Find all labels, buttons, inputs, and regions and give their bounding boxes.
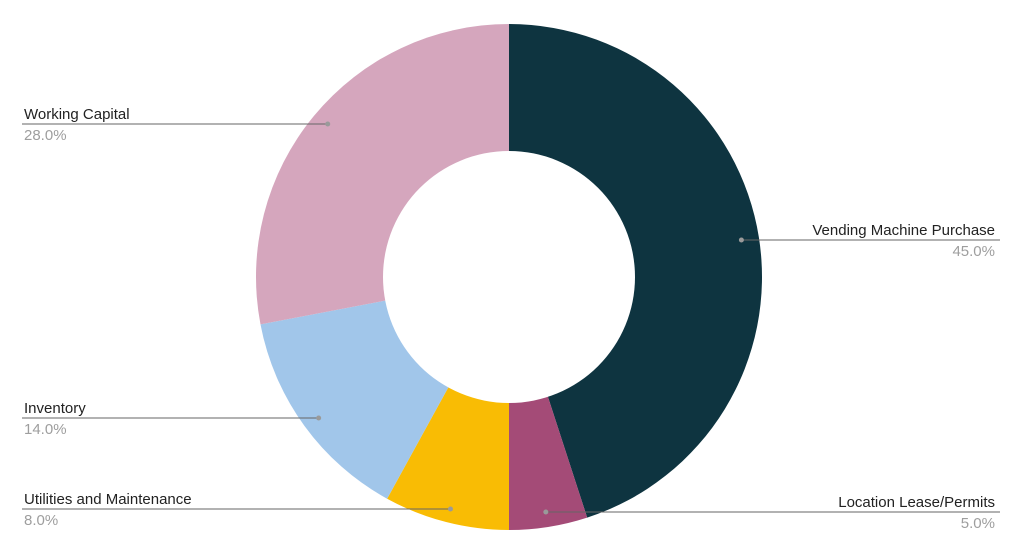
slice-value-location-lease-permits: 5.0% bbox=[961, 515, 995, 532]
leader-dot-vending-machine-purchase bbox=[738, 237, 744, 243]
slice-value-vending-machine-purchase: 45.0% bbox=[952, 243, 995, 260]
slice-label-utilities-and-maintenance: Utilities and Maintenance bbox=[24, 491, 192, 508]
leader-dot-inventory bbox=[316, 415, 322, 421]
slice-label-working-capital: Working Capital bbox=[24, 106, 130, 123]
leader-dot-utilities-and-maintenance bbox=[447, 506, 453, 512]
slice-label-inventory: Inventory bbox=[24, 400, 86, 417]
slice-label-vending-machine-purchase: Vending Machine Purchase bbox=[812, 222, 995, 239]
slice-value-inventory: 14.0% bbox=[24, 421, 67, 438]
slice-value-working-capital: 28.0% bbox=[24, 127, 67, 144]
slice-label-location-lease-permits: Location Lease/Permits bbox=[838, 494, 995, 511]
labels-layer: Vending Machine Purchase 45.0% Location Le… bbox=[22, 106, 1000, 532]
slice-vending-machine-purchase bbox=[509, 24, 762, 518]
leader-dot-location-lease-permits bbox=[543, 509, 549, 515]
donut-hole bbox=[383, 151, 635, 403]
leader-dot-working-capital bbox=[325, 121, 331, 127]
slice-value-utilities-and-maintenance: 8.0% bbox=[24, 512, 58, 529]
